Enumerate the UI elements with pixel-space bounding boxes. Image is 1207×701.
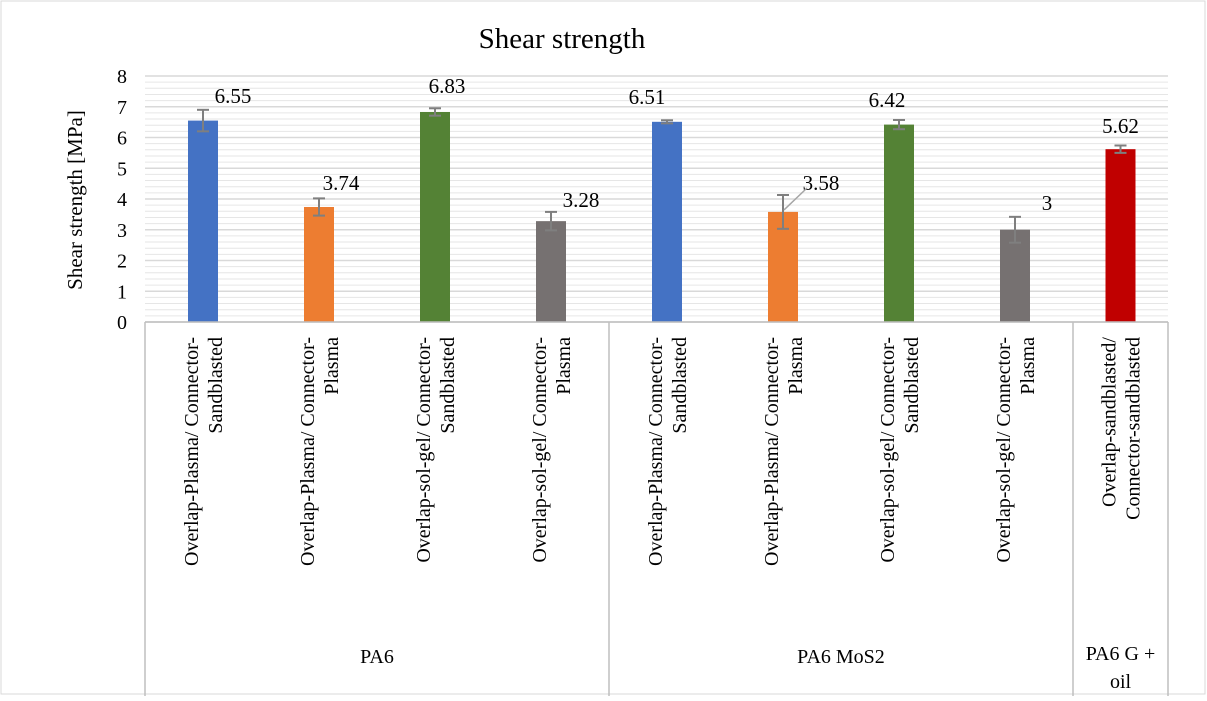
data-label: 3.58 <box>803 171 840 195</box>
bar <box>304 206 334 322</box>
data-label: 6.83 <box>429 74 466 98</box>
category-label-line: Overlap-Plasma/ Connector- <box>761 337 783 566</box>
category-label: Overlap-sol-gel/ Connector- Sandblasted <box>413 337 459 563</box>
data-labels: 6.55 3.74 6.83 3.28 6.51 3.58 6.42 3 5.62 <box>215 74 1139 215</box>
y-tick-label: 7 <box>117 97 127 119</box>
category-label-line: Sandblasted <box>669 337 691 434</box>
category-label-line: Plasma <box>321 337 343 395</box>
data-label: 6.51 <box>629 85 666 109</box>
category-label-line: Overlap-sandblasted/ <box>1099 337 1121 507</box>
group-label: oil <box>1110 671 1132 693</box>
category-label-line: Sandblasted <box>901 337 923 434</box>
category-label: Overlap-sandblasted/Connector-sandblaste… <box>1099 337 1145 520</box>
bar <box>884 124 914 323</box>
category-label-line: Sandblasted <box>205 337 227 434</box>
data-label: 3.28 <box>563 188 600 212</box>
data-label: 5.62 <box>1102 114 1139 138</box>
group-label: PA6 MoS2 <box>797 646 885 668</box>
category-label-line: Overlap-sol-gel/ Connector- <box>529 337 551 563</box>
category-label: Overlap-sol-gel/ Connector- Plasma <box>993 337 1039 563</box>
category-label-line: Plasma <box>785 337 807 395</box>
data-label-leader <box>783 187 808 211</box>
chart-title: Shear strength <box>479 23 646 55</box>
y-tick-label: 3 <box>117 220 127 242</box>
category-label-line: Overlap-sol-gel/ Connector- <box>413 337 435 563</box>
bar <box>536 221 566 322</box>
category-label: Overlap-Plasma/ Connector- Sandblasted <box>645 337 691 566</box>
data-label: 6.42 <box>869 88 906 112</box>
bar <box>1000 229 1030 322</box>
group-label: PA6 <box>360 646 394 668</box>
category-label: Overlap-sol-gel/ Connector- Sandblasted <box>877 337 923 563</box>
group-label: PA6 G + <box>1086 643 1155 665</box>
data-label: 3.74 <box>323 171 360 195</box>
category-label: Overlap-Plasma/ Connector- Sandblasted <box>181 337 227 566</box>
category-label-line: Overlap-sol-gel/ Connector- <box>993 337 1015 563</box>
data-label: 6.55 <box>215 84 252 108</box>
y-tick-label: 0 <box>117 312 127 334</box>
bar <box>1105 149 1136 322</box>
category-label: Overlap-Plasma/ Connector- Plasma <box>761 337 807 566</box>
category-label-line: Overlap-Plasma/ Connector- <box>645 337 667 566</box>
y-axis-title: Shear strength [MPa] <box>63 110 87 290</box>
data-label: 3 <box>1042 191 1053 215</box>
category-label-line: Plasma <box>553 337 575 395</box>
y-tick-label: 4 <box>117 189 127 211</box>
y-tick-label: 1 <box>117 281 127 303</box>
category-label-line: Overlap-sol-gel/ Connector- <box>877 337 899 563</box>
category-label: Overlap-Plasma/ Connector- Plasma <box>297 337 343 566</box>
y-tick-label: 6 <box>117 128 127 150</box>
bar <box>188 120 218 323</box>
category-label-line: Plasma <box>1017 337 1039 395</box>
bars <box>188 107 1136 323</box>
bar <box>652 121 682 322</box>
y-tick-label: 2 <box>117 251 127 273</box>
bar <box>768 211 798 322</box>
y-tick-label: 5 <box>117 158 127 180</box>
y-tick-label: 8 <box>117 66 127 88</box>
category-label-line: Sandblasted <box>437 337 459 434</box>
category-label-line: Overlap-Plasma/ Connector- <box>297 337 319 566</box>
category-label-line: Connector-sandblasted <box>1123 337 1145 520</box>
category-label: Overlap-sol-gel/ Connector- Plasma <box>529 337 575 563</box>
bar <box>420 111 450 322</box>
category-label-line: Overlap-Plasma/ Connector- <box>181 337 203 566</box>
